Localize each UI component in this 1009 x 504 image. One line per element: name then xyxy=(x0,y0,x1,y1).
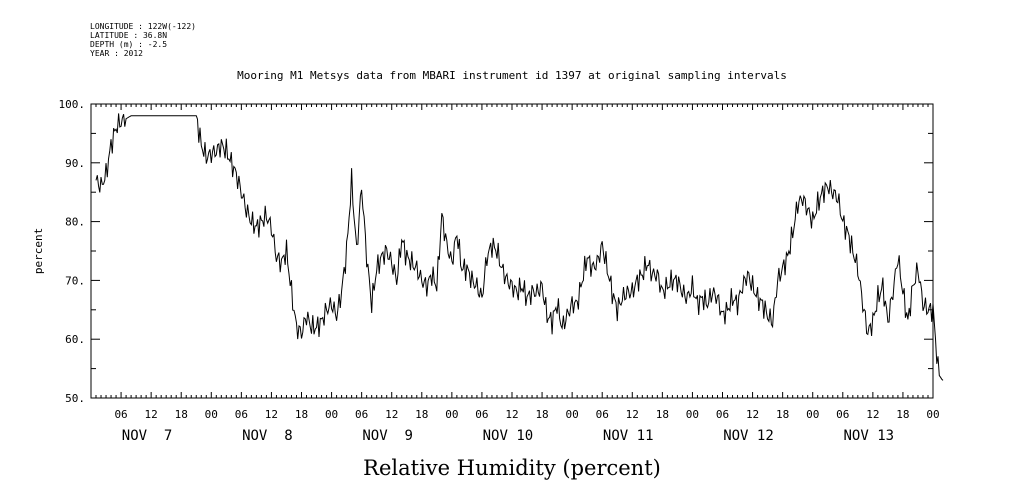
x-tick-label: 06 xyxy=(475,408,488,421)
y-tick-label: 50. xyxy=(65,392,85,405)
y-tick-label: 100. xyxy=(59,98,86,111)
y-tick-label: 70. xyxy=(65,274,85,287)
x-tick-label: 06 xyxy=(355,408,368,421)
mooring-metadata: LONGITUDE : 122W(-122) LATITUDE : 36.8N … xyxy=(90,22,196,58)
x-tick-label: 00 xyxy=(806,408,819,421)
x-tick-label: 06 xyxy=(716,408,729,421)
x-tick-label: 06 xyxy=(114,408,127,421)
x-tick-label: 12 xyxy=(265,408,278,421)
day-label: NOV 12 xyxy=(723,428,774,444)
y-tick-label: 80. xyxy=(65,216,85,229)
chart-title: Mooring M1 Metsys data from MBARI instru… xyxy=(237,69,787,82)
x-tick-label: 06 xyxy=(235,408,248,421)
x-tick-label: 18 xyxy=(656,408,669,421)
x-tick-label: 18 xyxy=(295,408,308,421)
day-label: NOV 9 xyxy=(362,428,413,444)
day-label: NOV 10 xyxy=(483,428,534,444)
x-tick-label: 12 xyxy=(626,408,639,421)
series-line-relative-humidity xyxy=(95,113,944,381)
x-tick-label: 00 xyxy=(566,408,579,421)
x-tick-label: 06 xyxy=(596,408,609,421)
y-axis-label: percent xyxy=(32,228,45,274)
x-tick-label: 06 xyxy=(836,408,849,421)
x-tick-label: 00 xyxy=(205,408,218,421)
x-tick-label: 00 xyxy=(686,408,699,421)
day-label: NOV 13 xyxy=(843,428,894,444)
x-tick-label: 12 xyxy=(385,408,398,421)
y-tick-label: 90. xyxy=(65,157,85,170)
x-tick-label: 12 xyxy=(145,408,158,421)
y-axis: 50. 60. 70. 80. 90. 100. xyxy=(59,98,933,405)
x-tick-label: 18 xyxy=(175,408,188,421)
x-axis: 06 12 18 00 06 12 18 00 06 12 18 00 06 12 18 00 06 12 18 00… xyxy=(90,104,940,444)
x-tick-label: 18 xyxy=(896,408,909,421)
x-tick-label: 18 xyxy=(415,408,428,421)
x-tick-label: 00 xyxy=(325,408,338,421)
x-tick-label: 18 xyxy=(776,408,789,421)
longitude-text: LONGITUDE : 122W(-122) xyxy=(90,22,196,31)
x-tick-label: 00 xyxy=(926,408,939,421)
x-tick-label: 18 xyxy=(535,408,548,421)
x-tick-label: 00 xyxy=(445,408,458,421)
x-tick-label: 12 xyxy=(746,408,759,421)
day-label: NOV 11 xyxy=(603,428,654,444)
y-tick-label: 60. xyxy=(65,333,85,346)
x-tick-label: 12 xyxy=(505,408,518,421)
x-axis-label: Relative Humidity (percent) xyxy=(363,456,661,480)
day-label: NOV 7 xyxy=(122,428,173,444)
x-tick-label: 12 xyxy=(866,408,879,421)
depth-text: DEPTH (m) : -2.5 xyxy=(90,40,168,49)
day-label: NOV 8 xyxy=(242,428,293,444)
year-text: YEAR : 2012 xyxy=(90,49,143,58)
latitude-text: LATITUDE : 36.8N xyxy=(90,31,168,40)
